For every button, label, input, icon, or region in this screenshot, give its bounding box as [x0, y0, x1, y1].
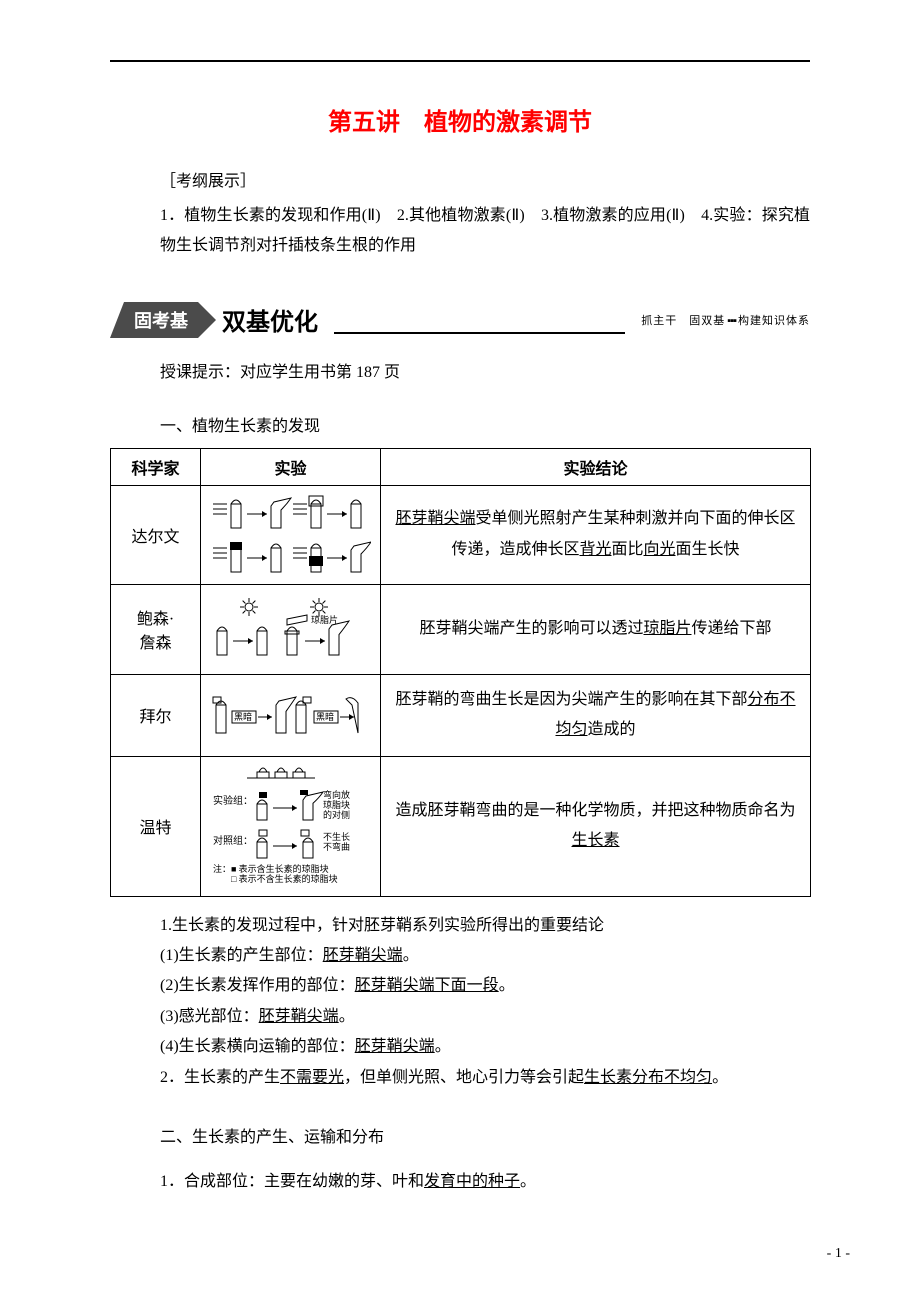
points-intro: 1.生长素的发现过程中，针对胚芽鞘系列实验所得出的重要结论	[160, 911, 810, 941]
svg-text:黑暗: 黑暗	[234, 711, 252, 722]
table-row: 鲍森·詹森 琼脂片 胚芽鞘尖端产生的影响可以透过琼脂片传递给下部	[111, 584, 811, 674]
banner-slash-icon	[110, 302, 124, 338]
conclusion-cell: 胚芽鞘的弯曲生长是因为尖端产生的影响在其下部分布不均匀造成的	[381, 674, 811, 756]
section2-line1: 1．合成部位：主要在幼嫩的芽、叶和发育中的种子。	[160, 1167, 810, 1197]
table-header-cell: 科学家	[111, 448, 201, 485]
scientist-cell: 鲍森·詹森	[111, 584, 201, 674]
conclusion-cell: 胚芽鞘尖端产生的影响可以透过琼脂片传递给下部	[381, 584, 811, 674]
svg-text:琼脂片: 琼脂片	[311, 614, 338, 625]
experiment-diagram-cell: 实验组： 弯向放琼脂块的对侧对照组： 不生长不弯曲注：■ 表示含生长素的琼脂块 …	[201, 756, 381, 896]
banner-box-label: 固考基	[124, 302, 198, 338]
svg-text:实验组：: 实验组：	[213, 794, 253, 807]
experiment-diagram-cell: 琼脂片	[201, 584, 381, 674]
syllabus-label: ［考纲展示］	[160, 167, 810, 191]
banner-right-text: 抓主干 固双基▪▪▪构建知识体系	[641, 312, 810, 328]
point-item: (4)生长素横向运输的部位：胚芽鞘尖端。	[160, 1032, 810, 1062]
page-number: - 1 -	[827, 1246, 850, 1262]
svg-text:黑暗: 黑暗	[316, 711, 334, 722]
banner-dots-icon: ▪▪▪	[727, 315, 736, 327]
point-2: 2．生长素的产生不需要光，但单侧光照、地心引力等会引起生长素分布不均匀。	[160, 1063, 810, 1093]
svg-text:不生长: 不生长	[323, 831, 350, 842]
section2-heading: 二、生长素的产生、运输和分布	[160, 1123, 810, 1147]
banner-right-suffix: 构建知识体系	[738, 315, 810, 327]
svg-text:琼脂块: 琼脂块	[323, 799, 350, 810]
svg-text:对照组：: 对照组：	[213, 834, 253, 847]
section1-heading: 一、植物生长素的发现	[160, 412, 810, 436]
svg-text:的对侧: 的对侧	[323, 809, 350, 820]
svg-text:不弯曲: 不弯曲	[323, 841, 350, 852]
banner-arrow-icon	[198, 302, 216, 338]
experiment-diagram-cell: 黑暗 黑暗	[201, 674, 381, 756]
table-row: 温特实验组： 弯向放琼脂块的对侧对照组： 不生长不弯曲注：■ 表示含生长素的琼脂…	[111, 756, 811, 896]
teaching-note: 授课提示：对应学生用书第 187 页	[160, 358, 810, 382]
conclusion-cell: 胚芽鞘尖端受单侧光照射产生某种刺激并向下面的伸长区传递，造成伸长区背光面比向光面…	[381, 485, 811, 584]
section-banner: 固考基 双基优化 抓主干 固双基▪▪▪构建知识体系	[110, 302, 810, 338]
point-item: (3)感光部位：胚芽鞘尖端。	[160, 1002, 810, 1032]
banner-line	[334, 332, 625, 334]
lecture-title: 第五讲 植物的激素调节	[110, 102, 810, 137]
point-item: (2)生长素发挥作用的部位：胚芽鞘尖端下面一段。	[160, 971, 810, 1001]
top-rule	[110, 60, 810, 62]
table-header-row: 科学家实验实验结论	[111, 448, 811, 485]
table-header-cell: 实验结论	[381, 448, 811, 485]
banner-heading: 双基优化	[222, 302, 318, 337]
discovery-table: 科学家实验实验结论 达尔文	[110, 448, 811, 897]
syllabus-text: 1．植物生长素的发现和作用(Ⅱ) 2.其他植物激素(Ⅱ) 3.植物激素的应用(Ⅱ…	[160, 201, 810, 262]
scientist-cell: 拜尔	[111, 674, 201, 756]
table-row: 达尔文	[111, 485, 811, 584]
table-row: 拜尔 黑暗 黑暗 胚芽鞘的弯曲生长是因为尖端产生的影响在其下部分布不均匀造成的	[111, 674, 811, 756]
point-item: (1)生长素的产生部位：胚芽鞘尖端。	[160, 941, 810, 971]
svg-text:□ 表示不含生长素的琼脂块: □ 表示不含生长素的琼脂块	[213, 873, 338, 884]
scientist-cell: 温特	[111, 756, 201, 896]
conclusion-cell: 造成胚芽鞘弯曲的是一种化学物质，并把这种物质命名为生长素	[381, 756, 811, 896]
table-header-cell: 实验	[201, 448, 381, 485]
banner-left: 固考基 双基优化	[110, 302, 318, 338]
scientist-cell: 达尔文	[111, 485, 201, 584]
svg-text:弯向放: 弯向放	[323, 789, 350, 800]
svg-text:注：■ 表示含生长素的琼脂块: 注：■ 表示含生长素的琼脂块	[213, 863, 329, 874]
experiment-diagram-cell	[201, 485, 381, 584]
banner-right-prefix: 抓主干 固双基	[641, 315, 725, 327]
